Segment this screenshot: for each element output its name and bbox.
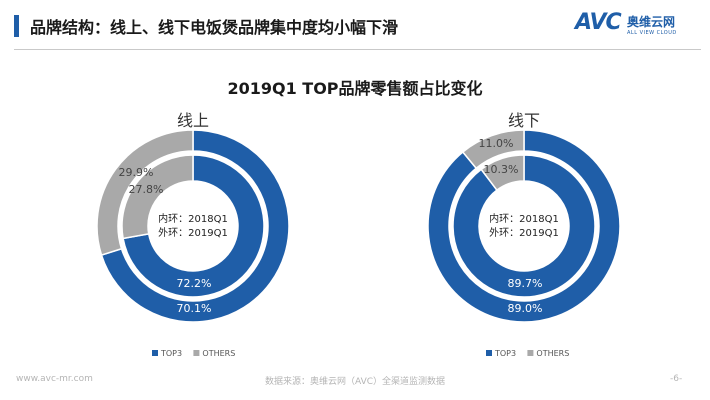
header-accent-bar [14, 15, 19, 37]
inner-top3-label: 89.7% [508, 277, 543, 290]
chart-title: 2019Q1 TOP品牌零售额占比变化 [227, 79, 483, 98]
chart-legend: TOP3 OTHERS [152, 349, 235, 358]
slide-title: 品牌结构：线上、线下电饭煲品牌集中度均小幅下滑 [30, 18, 399, 37]
legend-swatch [193, 350, 200, 356]
outer-ring-top3-slice [100, 129, 290, 323]
outer-ring-others-slice [96, 129, 194, 257]
legend-entry: OTHERS [536, 349, 569, 358]
inner-others-label: 10.3% [484, 163, 519, 176]
inner-ring-top3-slice [452, 154, 596, 298]
inner-top3-label: 72.2% [177, 277, 212, 290]
legend-swatch [486, 350, 492, 356]
ring-title: 线上 [177, 111, 209, 130]
legend-entry: TOP3 [160, 349, 182, 358]
footer-source: 数据来源：奥维云网（AVC）全渠道监测数据 [264, 377, 446, 387]
inner-others-label: 27.8% [129, 183, 164, 196]
ring-title: 线下 [508, 111, 540, 130]
legend-swatch [152, 350, 158, 356]
logo-cn-text: 奥维云网 [627, 15, 676, 29]
outer-top3-label: 70.1% [177, 302, 212, 315]
legend-entry: OTHERS [202, 349, 235, 358]
outer-others-label: 11.0% [479, 137, 514, 150]
avc-logo: AVC 奥维云网 ALL VIEW CLOUD [575, 10, 701, 44]
outer-top3-label: 89.0% [508, 302, 543, 315]
footer-page-number: -6- [670, 374, 683, 384]
logo-mark: AVC [575, 10, 622, 35]
legend-swatch [527, 350, 534, 356]
center-label-line: 外环：2019Q1 [158, 227, 228, 239]
center-label-line: 外环：2019Q1 [489, 227, 559, 239]
footer-website: www.avc-mr.com [16, 374, 93, 384]
outer-ring-others-slice [461, 129, 525, 170]
inner-ring-top3-slice [122, 154, 265, 298]
inner-ring-others-slice [480, 154, 525, 192]
slide-header: 品牌结构：线上、线下电饭煲品牌集中度均小幅下滑 AVC 奥维云网 ALL VIE… [0, 0, 710, 50]
outer-others-label: 29.9% [119, 166, 154, 179]
logo-en-text: ALL VIEW CLOUD [627, 30, 677, 36]
chart-legend: TOP3 OTHERS [486, 349, 569, 358]
center-label-line: 内环：2018Q1 [489, 212, 559, 225]
header-divider [14, 49, 701, 50]
inner-ring-others-slice [121, 154, 194, 240]
outer-ring-top3-slice [427, 129, 621, 323]
legend-entry: TOP3 [494, 349, 516, 358]
center-label-line: 内环：2018Q1 [158, 212, 228, 225]
